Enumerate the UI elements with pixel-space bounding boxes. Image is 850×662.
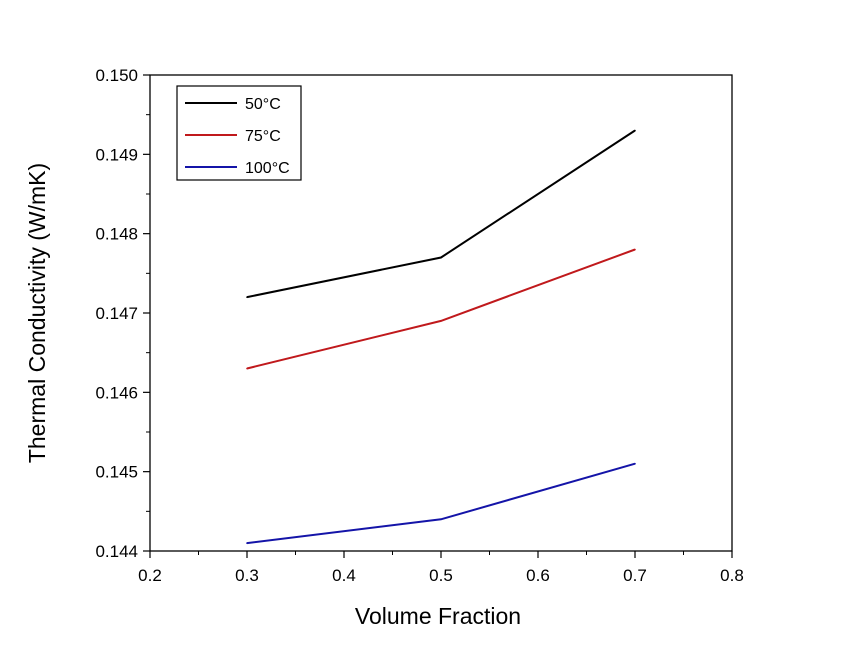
series-line-2	[246, 248, 636, 370]
legend: 50°C 75°C 100°C	[176, 85, 302, 181]
y-axis-title: Thermal Conductivity (W/mK)	[24, 163, 50, 463]
data-point	[440, 518, 442, 521]
data-point	[634, 248, 636, 251]
series-line-1	[246, 129, 636, 299]
y-tick-label: 0.144	[95, 542, 138, 561]
series-line-3	[246, 462, 636, 545]
data-point	[634, 462, 636, 465]
x-tick-label: 0.8	[720, 566, 744, 585]
y-tick-label: 0.145	[95, 463, 138, 482]
y-tick-label: 0.147	[95, 304, 138, 323]
x-tick-label: 0.5	[429, 566, 453, 585]
data-point	[634, 129, 636, 132]
data-point	[246, 542, 248, 544]
legend-label-3: 100°C	[245, 160, 290, 177]
series-layer	[246, 129, 636, 545]
y-tick-label: 0.150	[95, 66, 138, 85]
data-point	[440, 256, 442, 259]
y-tick-label: 0.146	[95, 383, 138, 402]
legend-box	[176, 85, 302, 181]
x-tick-label: 0.2	[138, 566, 162, 585]
x-axis-title: Volume Fraction	[355, 603, 521, 629]
axes-layer: 0.2 0.3 0.4 0.5 0.6 0.7 0.8 0.144 0.145 0.146 0.14…	[95, 66, 743, 585]
x-tick-label: 0.3	[235, 566, 259, 585]
data-point	[246, 296, 248, 298]
x-tick-label: 0.7	[623, 566, 647, 585]
x-tick-label: 0.6	[526, 566, 550, 585]
data-point	[246, 367, 248, 370]
data-point	[440, 320, 442, 322]
x-tick-label: 0.4	[332, 566, 356, 585]
legend-label-2: 75°C	[245, 128, 281, 145]
legend-label-1: 50°C	[245, 96, 281, 113]
y-tick-label: 0.149	[95, 145, 138, 164]
y-tick-label: 0.148	[95, 225, 138, 244]
